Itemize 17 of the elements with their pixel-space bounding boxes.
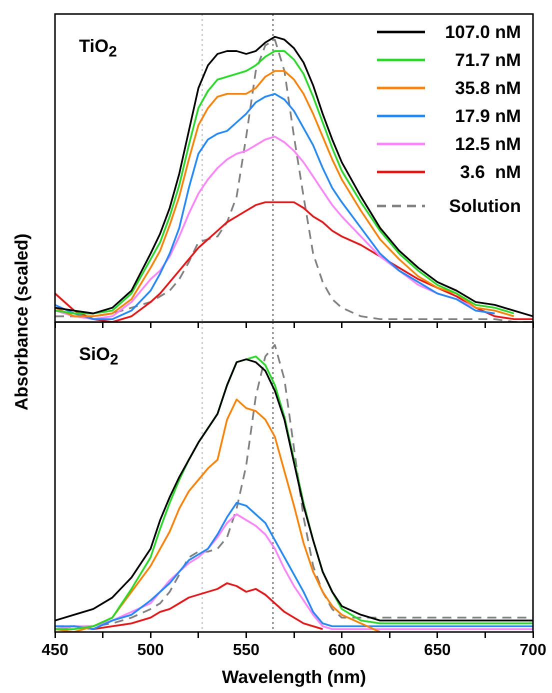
x-tick-label: 650 (424, 642, 451, 660)
annotation: SiO$_{2}$ (79, 344, 118, 369)
legend-label: 17.9 nM (454, 106, 521, 126)
annotation: TiO$_{2}$ (79, 36, 118, 61)
legend-label: 35.8 nM (454, 78, 521, 98)
x-tick-label: 700 (520, 642, 546, 660)
x-axis-title: Wavelength (nm) (222, 667, 366, 688)
legend-label: 71.7 nM (454, 50, 521, 70)
legend-label: Solution (448, 196, 521, 216)
x-tick-label: 600 (328, 642, 356, 660)
y-axis-title: Absorbance (scaled) (12, 233, 32, 411)
legend-label: 3.6 nM (458, 162, 521, 182)
x-tick-label: 550 (232, 642, 260, 660)
x-tick-label: 450 (42, 642, 68, 660)
legend-label: 107.0 nM (444, 22, 521, 42)
x-tick-label: 500 (137, 642, 164, 660)
legend-label: 12.5 nM (454, 134, 521, 154)
